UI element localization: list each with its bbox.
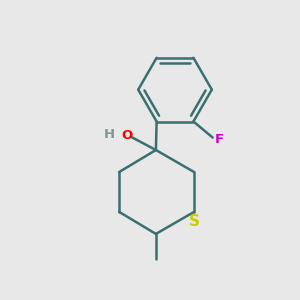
Text: H: H [104, 128, 115, 141]
Text: S: S [189, 214, 200, 229]
Text: F: F [215, 133, 224, 146]
Text: O: O [122, 129, 133, 142]
